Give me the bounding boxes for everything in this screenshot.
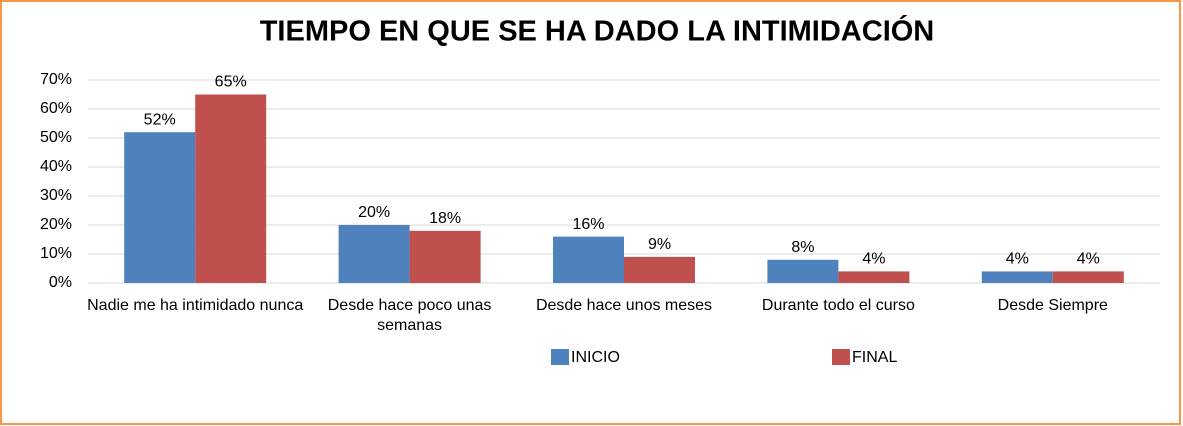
data-label: 9% — [648, 236, 671, 253]
legend-label: INICIO — [571, 349, 620, 366]
data-label: 65% — [215, 74, 247, 91]
legend-swatch — [551, 349, 569, 365]
data-label: 18% — [429, 210, 461, 227]
bar — [195, 94, 267, 283]
x-tick-label: Nadie me ha intimidado nunca — [87, 297, 304, 314]
y-tick-label: 50% — [40, 129, 72, 146]
x-tick-label-box: Durante todo el curso — [761, 297, 915, 314]
y-tick-label: 70% — [40, 71, 72, 88]
bar — [838, 271, 910, 283]
y-tick-label: 60% — [40, 100, 72, 117]
bar — [553, 236, 624, 283]
x-tick-label: Desde hace poco unas semanas — [327, 297, 492, 334]
data-label: 16% — [572, 216, 604, 233]
data-label: 8% — [791, 239, 814, 256]
legend-swatch — [832, 349, 850, 365]
x-tick-label-box: Desde hace poco unas semanas — [327, 297, 492, 334]
y-tick-label: 0% — [49, 274, 72, 291]
data-label: 52% — [144, 111, 176, 128]
x-tick-label-box: Nadie me ha intimidado nunca — [87, 297, 304, 314]
chart-title: TIEMPO EN QUE SE HA DADO LA INTIMIDACIÓN — [260, 14, 935, 48]
bar — [338, 225, 410, 283]
bar — [624, 256, 695, 283]
data-label: 4% — [1077, 251, 1100, 268]
data-label: 4% — [1006, 251, 1029, 268]
bar — [981, 271, 1053, 283]
y-tick-label: 40% — [40, 158, 72, 175]
x-tick-label: Desde Siempre — [997, 297, 1108, 314]
data-label: 20% — [358, 204, 390, 221]
bar — [124, 132, 196, 283]
y-tick-label: 30% — [40, 187, 72, 204]
bar — [767, 259, 839, 283]
bar — [1052, 271, 1124, 283]
y-tick-label: 20% — [40, 216, 72, 233]
data-label: 4% — [862, 251, 885, 268]
x-tick-label-box: Desde hace unos meses — [535, 297, 713, 314]
bar — [409, 230, 481, 283]
x-tick-label: Desde hace unos meses — [535, 297, 713, 314]
x-tick-label: Durante todo el curso — [761, 297, 915, 314]
legend-label: FINAL — [852, 349, 897, 366]
y-tick-label: 10% — [40, 245, 72, 262]
x-tick-label-box: Desde Siempre — [997, 297, 1108, 314]
